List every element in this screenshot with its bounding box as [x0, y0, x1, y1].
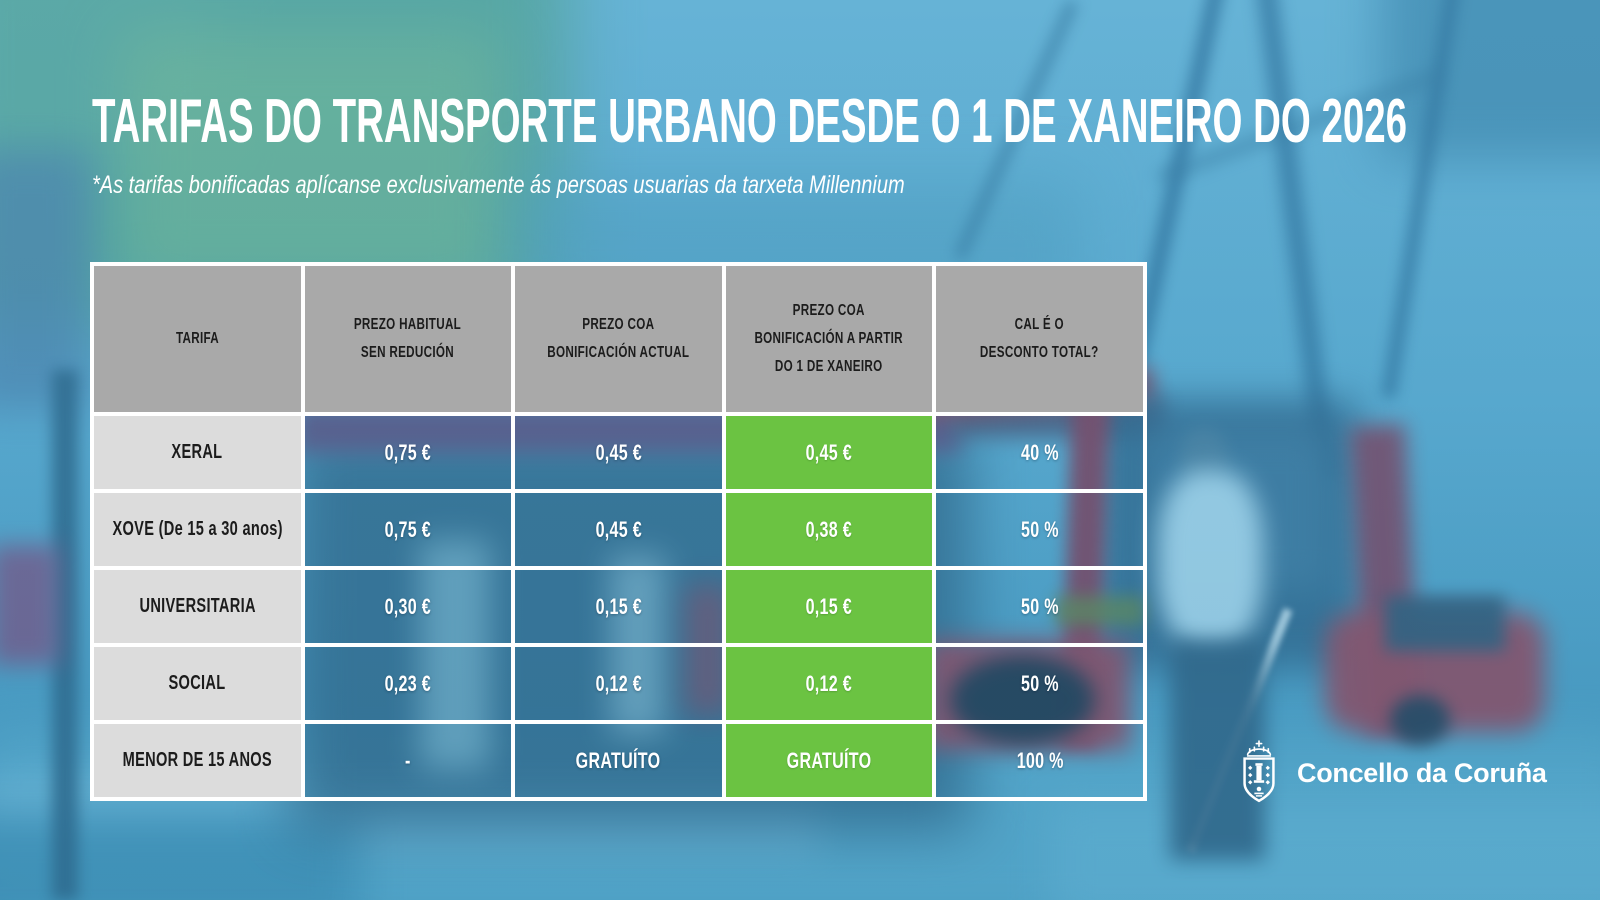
price-value: 0,45 €: [595, 439, 642, 465]
page-subtitle: *As tarifas bonificadas aplícanse exclus…: [92, 171, 905, 200]
price-value: 0,38 €: [805, 516, 853, 542]
cell-xove-actual: 0,45 €: [513, 491, 724, 568]
header-label: CAL É O DESCONTO TOTAL?: [980, 316, 1099, 361]
cell-xeral-habitual: 0,75 €: [302, 414, 514, 491]
price-value: -: [405, 747, 411, 773]
fare-table: TARIFA PREZO HABITUAL SEN REDUCIÓN PREZO…: [90, 262, 1147, 801]
cell-social-actual: 0,12 €: [513, 645, 724, 722]
table-header-prezo-habitual: PREZO HABITUAL SEN REDUCIÓN: [302, 264, 514, 414]
cell-social-habitual: 0,23 €: [302, 645, 514, 722]
price-value: 0,75 €: [384, 516, 432, 542]
price-value: 0,15 €: [595, 593, 642, 619]
cell-xove-nova: 0,38 €: [723, 491, 935, 568]
price-value: 0,75 €: [384, 439, 432, 465]
header-label: TARIFA: [175, 330, 219, 347]
price-value: 0,12 €: [595, 670, 642, 696]
cell-social-desconto: 50 %: [934, 645, 1145, 722]
cell-universitaria-nova: 0,15 €: [723, 568, 935, 645]
bg-magenta-blob-left: [0, 545, 60, 665]
cell-universitaria-actual: 0,15 €: [513, 568, 724, 645]
header-label: PREZO COA BONIFICACIÓN A PARTIR DO 1 DE …: [754, 302, 904, 375]
row-label-universitaria: UNIVERSITARIA: [92, 568, 303, 645]
header-label: PREZO COA BONIFICACIÓN ACTUAL: [547, 316, 690, 361]
cell-xeral-desconto: 40 %: [934, 414, 1145, 491]
cell-universitaria-habitual: 0,30 €: [302, 568, 514, 645]
table-header-desconto: CAL É O DESCONTO TOTAL?: [934, 264, 1145, 414]
table-header-tarifa: TARIFA: [92, 264, 303, 414]
cell-menor15-desconto: 100 %: [934, 722, 1145, 799]
bg-bus-destination-sign: [1055, 596, 1145, 626]
cell-menor15-habitual: -: [302, 722, 514, 799]
price-value: 0,30 €: [384, 593, 432, 619]
cell-menor15-nova: GRATUÍTO: [723, 722, 935, 799]
discount-value: 50 %: [1020, 593, 1059, 619]
row-label: UNIVERSITARIA: [139, 595, 256, 617]
row-label: XOVE (De 15 a 30 anos): [112, 518, 283, 540]
page-title: TARIFAS DO TRANSPORTE URBANO DESDE O 1 D…: [92, 87, 1408, 156]
row-label-xeral: XERAL: [92, 414, 303, 491]
cell-xeral-nova: 0,45 €: [723, 414, 935, 491]
coruna-coat-of-arms-icon: [1243, 740, 1275, 803]
bg-road-bottomright: [1050, 800, 1600, 900]
discount-value: 100 %: [1016, 747, 1064, 773]
bg-passenger-1: [420, 540, 490, 770]
cell-xove-habitual: 0,75 €: [302, 491, 514, 568]
discount-value: 50 %: [1020, 516, 1059, 542]
cell-universitaria-desconto: 50 %: [934, 568, 1145, 645]
bg-leftside-blue: [0, 150, 90, 410]
bg-pedestrian-shirt: [1158, 470, 1263, 650]
price-value: 0,45 €: [805, 439, 853, 465]
header-block: TARIFAS DO TRANSPORTE URBANO DESDE O 1 D…: [92, 86, 1600, 200]
cell-menor15-actual: GRATUÍTO: [513, 722, 724, 799]
coruna-logo-text: Concello da Coruña: [1297, 757, 1547, 788]
price-value: GRATUÍTO: [786, 747, 872, 773]
discount-value: 50 %: [1020, 670, 1059, 696]
price-value: 0,23 €: [384, 670, 432, 696]
price-value: GRATUÍTO: [576, 747, 661, 773]
row-label: XERAL: [171, 441, 223, 463]
row-label: SOCIAL: [168, 672, 226, 694]
row-label-menor15: MENOR DE 15 ANOS: [92, 722, 303, 799]
header-label: PREZO HABITUAL SEN REDUCIÓN: [354, 316, 462, 361]
table-header-bonificacion-nova: PREZO COA BONIFICACIÓN A PARTIR DO 1 DE …: [723, 264, 935, 414]
bg-car-wheel: [1390, 695, 1450, 745]
row-label: MENOR DE 15 ANOS: [122, 749, 272, 771]
row-label-social: SOCIAL: [92, 645, 303, 722]
cell-xove-desconto: 50 %: [934, 491, 1145, 568]
coruna-logo: Concello da Coruña: [1236, 740, 1547, 806]
cell-xeral-actual: 0,45 €: [513, 414, 724, 491]
discount-value: 40 %: [1020, 439, 1059, 465]
bg-car-glass: [1385, 596, 1505, 651]
bg-tree-green-2: [120, 30, 500, 290]
price-value: 0,45 €: [595, 516, 642, 542]
price-value: 0,15 €: [805, 593, 853, 619]
row-label-xove: XOVE (De 15 a 30 anos): [92, 491, 303, 568]
bg-bus-wheel: [950, 655, 1095, 745]
table-header-bonificacion-actual: PREZO COA BONIFICACIÓN ACTUAL: [513, 264, 724, 414]
price-value: 0,12 €: [805, 670, 853, 696]
cell-social-nova: 0,12 €: [723, 645, 935, 722]
